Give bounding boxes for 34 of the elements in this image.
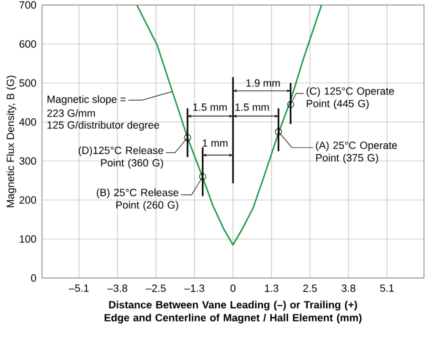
x-tick-label: –3.8 — [107, 284, 128, 292]
x-tick-label: 5.1 — [380, 284, 394, 292]
annotation: 223 G/mm — [47, 109, 95, 117]
annotation: 125 G/distributor degree — [48, 121, 160, 131]
x-tick-label: 1.3 — [265, 284, 278, 292]
x-tick-label: –5.1 — [68, 284, 89, 292]
x-tick-label: 0 — [230, 284, 236, 292]
annotation: 1 mm — [202, 139, 228, 147]
point — [199, 173, 206, 180]
x-tick-label: –2.5 — [146, 284, 166, 292]
annotation: 1.9 mm — [246, 79, 280, 87]
annotation: (A) 25°C Operate Point (375 G) — [316, 141, 397, 164]
point — [287, 100, 294, 108]
point — [184, 134, 192, 142]
y-tick-label: 400 — [19, 118, 36, 126]
x-axis-title: Distance Between Vane Leading (–) or Trailing (+) Edge and Centerline of Magnet / Hall Element (mm) — [104, 300, 362, 324]
x-tick-label: 2.5 — [303, 284, 317, 292]
y-tick-label: 200 — [20, 196, 36, 204]
annotation: (C) 125°C Operate Point (445 G) — [306, 87, 394, 110]
annotation: Magnetic slope = — [48, 95, 126, 106]
y-tick-label: 0 — [31, 274, 36, 282]
x-tick-label: –1.3 — [184, 284, 204, 292]
y-tick-label: 300 — [19, 157, 36, 165]
annotation: (B) 25°C Release Point (260 G) — [96, 188, 178, 211]
annotation: 1.5 mm — [235, 104, 269, 111]
y-axis-title: Magnetic Flux Density, B (G) — [6, 76, 16, 208]
y-tick-label: 700 — [20, 1, 36, 9]
annotation: (D)125°C Release Point (360 G) — [78, 146, 164, 169]
y-tick-label: 100 — [20, 235, 36, 243]
annotation: 1.5 mm — [193, 104, 227, 111]
y-tick-label: 600 — [20, 40, 36, 48]
x-tick-label: 3.8 — [342, 284, 356, 292]
point — [274, 128, 282, 136]
y-tick-label: 500 — [19, 79, 36, 87]
